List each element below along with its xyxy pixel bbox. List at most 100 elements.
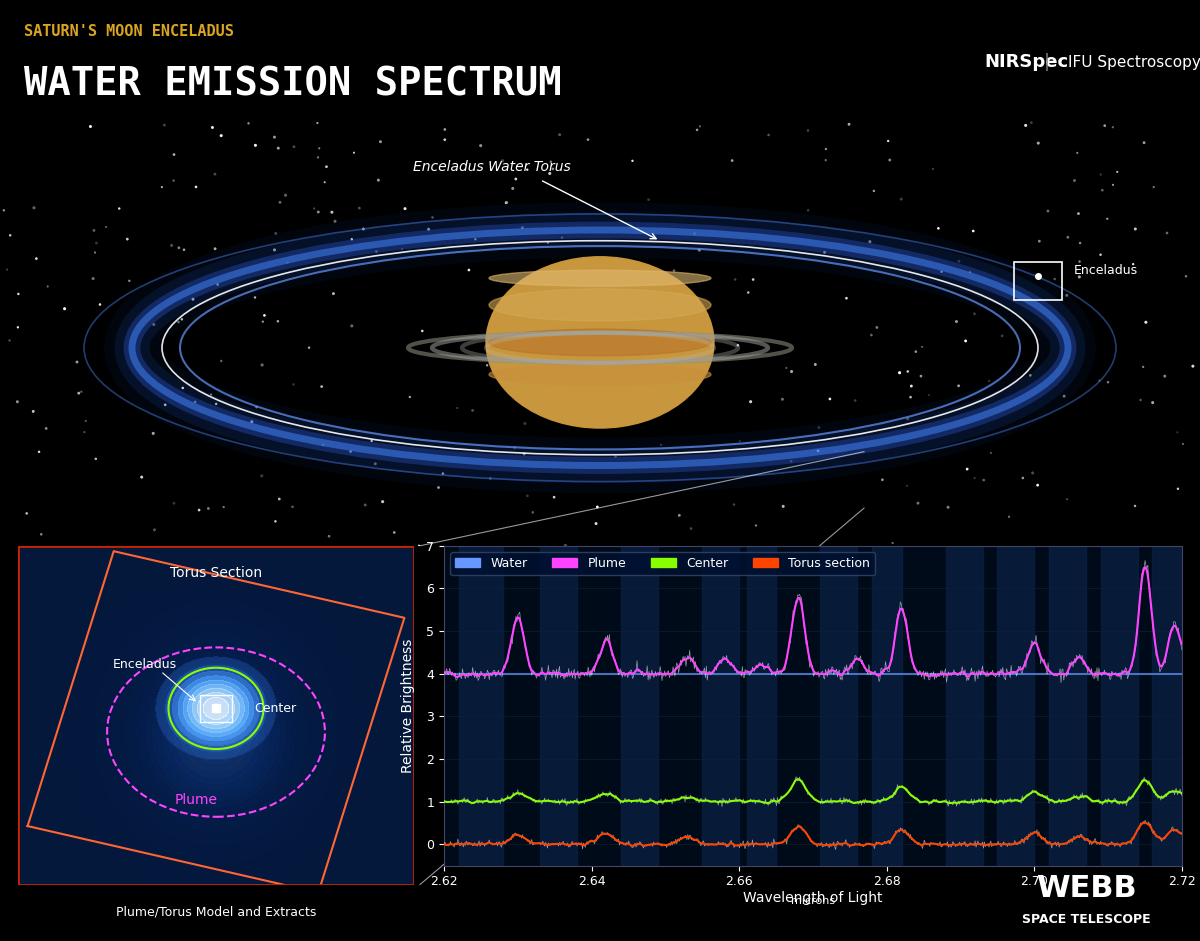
Point (396, 201, 415, 216)
Point (773, 391, 792, 407)
Point (36, 421, 55, 436)
Point (307, 116, 326, 131)
Text: SPACE TELESCOPE: SPACE TELESCOPE (1021, 913, 1151, 926)
Text: WATER EMISSION SPECTRUM: WATER EMISSION SPECTRUM (24, 66, 562, 104)
Point (809, 443, 828, 458)
Point (186, 180, 205, 195)
Text: Plume/Torus Model and Extracts: Plume/Torus Model and Extracts (116, 905, 316, 918)
Point (67, 355, 86, 370)
Point (1045, 272, 1064, 287)
Point (0, 262, 17, 277)
Point (497, 195, 516, 210)
Point (816, 152, 835, 167)
Point (550, 280, 569, 295)
Point (1093, 183, 1112, 198)
Point (246, 137, 265, 152)
Point (344, 145, 364, 160)
Point (821, 391, 840, 407)
Point (552, 231, 571, 246)
Point (341, 444, 360, 459)
Point (1069, 269, 1088, 284)
Point (638, 192, 658, 207)
Point (385, 525, 404, 540)
Point (974, 472, 994, 487)
Point (815, 245, 834, 260)
Point (602, 356, 622, 371)
Text: microns: microns (791, 896, 835, 906)
Point (368, 172, 388, 187)
Point (300, 340, 319, 355)
Point (890, 365, 910, 380)
Point (578, 132, 598, 147)
Point (540, 166, 559, 181)
Point (1183, 359, 1200, 374)
Bar (946, 546, 983, 866)
Point (120, 273, 139, 288)
Point (1136, 314, 1156, 329)
Point (1130, 392, 1150, 407)
Point (545, 359, 564, 374)
Point (1103, 120, 1122, 135)
Point (577, 327, 596, 342)
Point (739, 285, 758, 300)
Point (8, 286, 28, 301)
Point (317, 159, 336, 174)
Point (1144, 180, 1163, 195)
Point (929, 221, 948, 236)
Point (965, 470, 984, 486)
Point (901, 390, 920, 405)
Point (868, 320, 887, 335)
Point (898, 411, 917, 426)
Point (1098, 211, 1117, 226)
Point (1038, 203, 1057, 218)
Point (8, 320, 28, 335)
Point (308, 204, 328, 219)
Point (517, 488, 536, 503)
Point (553, 377, 572, 392)
Point (1123, 257, 1142, 272)
Point (269, 140, 288, 155)
Point (164, 147, 184, 162)
Point (0, 228, 19, 243)
Point (949, 378, 968, 393)
Point (252, 358, 271, 373)
Point (174, 242, 193, 257)
Y-axis label: Relative Brightness: Relative Brightness (401, 639, 415, 773)
Point (728, 338, 748, 353)
Text: Center: Center (254, 702, 296, 715)
Point (169, 314, 188, 329)
Point (323, 205, 342, 220)
Point (55, 301, 74, 316)
Point (670, 508, 689, 523)
Point (964, 223, 983, 238)
Text: IFU Spectroscopy: IFU Spectroscopy (1068, 55, 1200, 70)
Point (744, 272, 763, 287)
Point (782, 364, 802, 379)
Point (1000, 509, 1019, 524)
Point (401, 390, 420, 405)
Point (269, 313, 288, 328)
Bar (1152, 546, 1189, 866)
Point (460, 263, 479, 278)
Point (1055, 389, 1074, 404)
Point (497, 195, 516, 210)
Point (199, 501, 218, 516)
Point (1069, 206, 1088, 221)
Point (1091, 167, 1110, 183)
Ellipse shape (490, 270, 710, 286)
Point (862, 327, 881, 343)
Point (523, 505, 542, 520)
Point (860, 234, 880, 249)
Point (132, 470, 151, 485)
Point (1098, 375, 1117, 390)
Point (422, 210, 442, 225)
Point (1176, 269, 1195, 284)
Point (827, 443, 846, 458)
Point (355, 498, 374, 513)
Point (284, 377, 304, 392)
Point (781, 454, 800, 469)
Point (84, 271, 103, 286)
Point (725, 497, 744, 512)
Point (463, 403, 482, 418)
Point (24, 404, 43, 419)
